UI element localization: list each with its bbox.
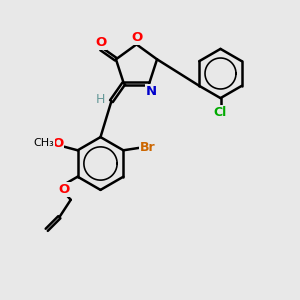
Text: O: O [131, 31, 142, 44]
Text: Cl: Cl [214, 106, 227, 119]
Text: Br: Br [140, 141, 155, 154]
Text: O: O [58, 183, 70, 196]
Text: H: H [96, 94, 106, 106]
Text: O: O [52, 136, 63, 150]
Text: CH₃: CH₃ [33, 138, 54, 148]
Text: O: O [95, 36, 106, 49]
Text: N: N [146, 85, 157, 98]
